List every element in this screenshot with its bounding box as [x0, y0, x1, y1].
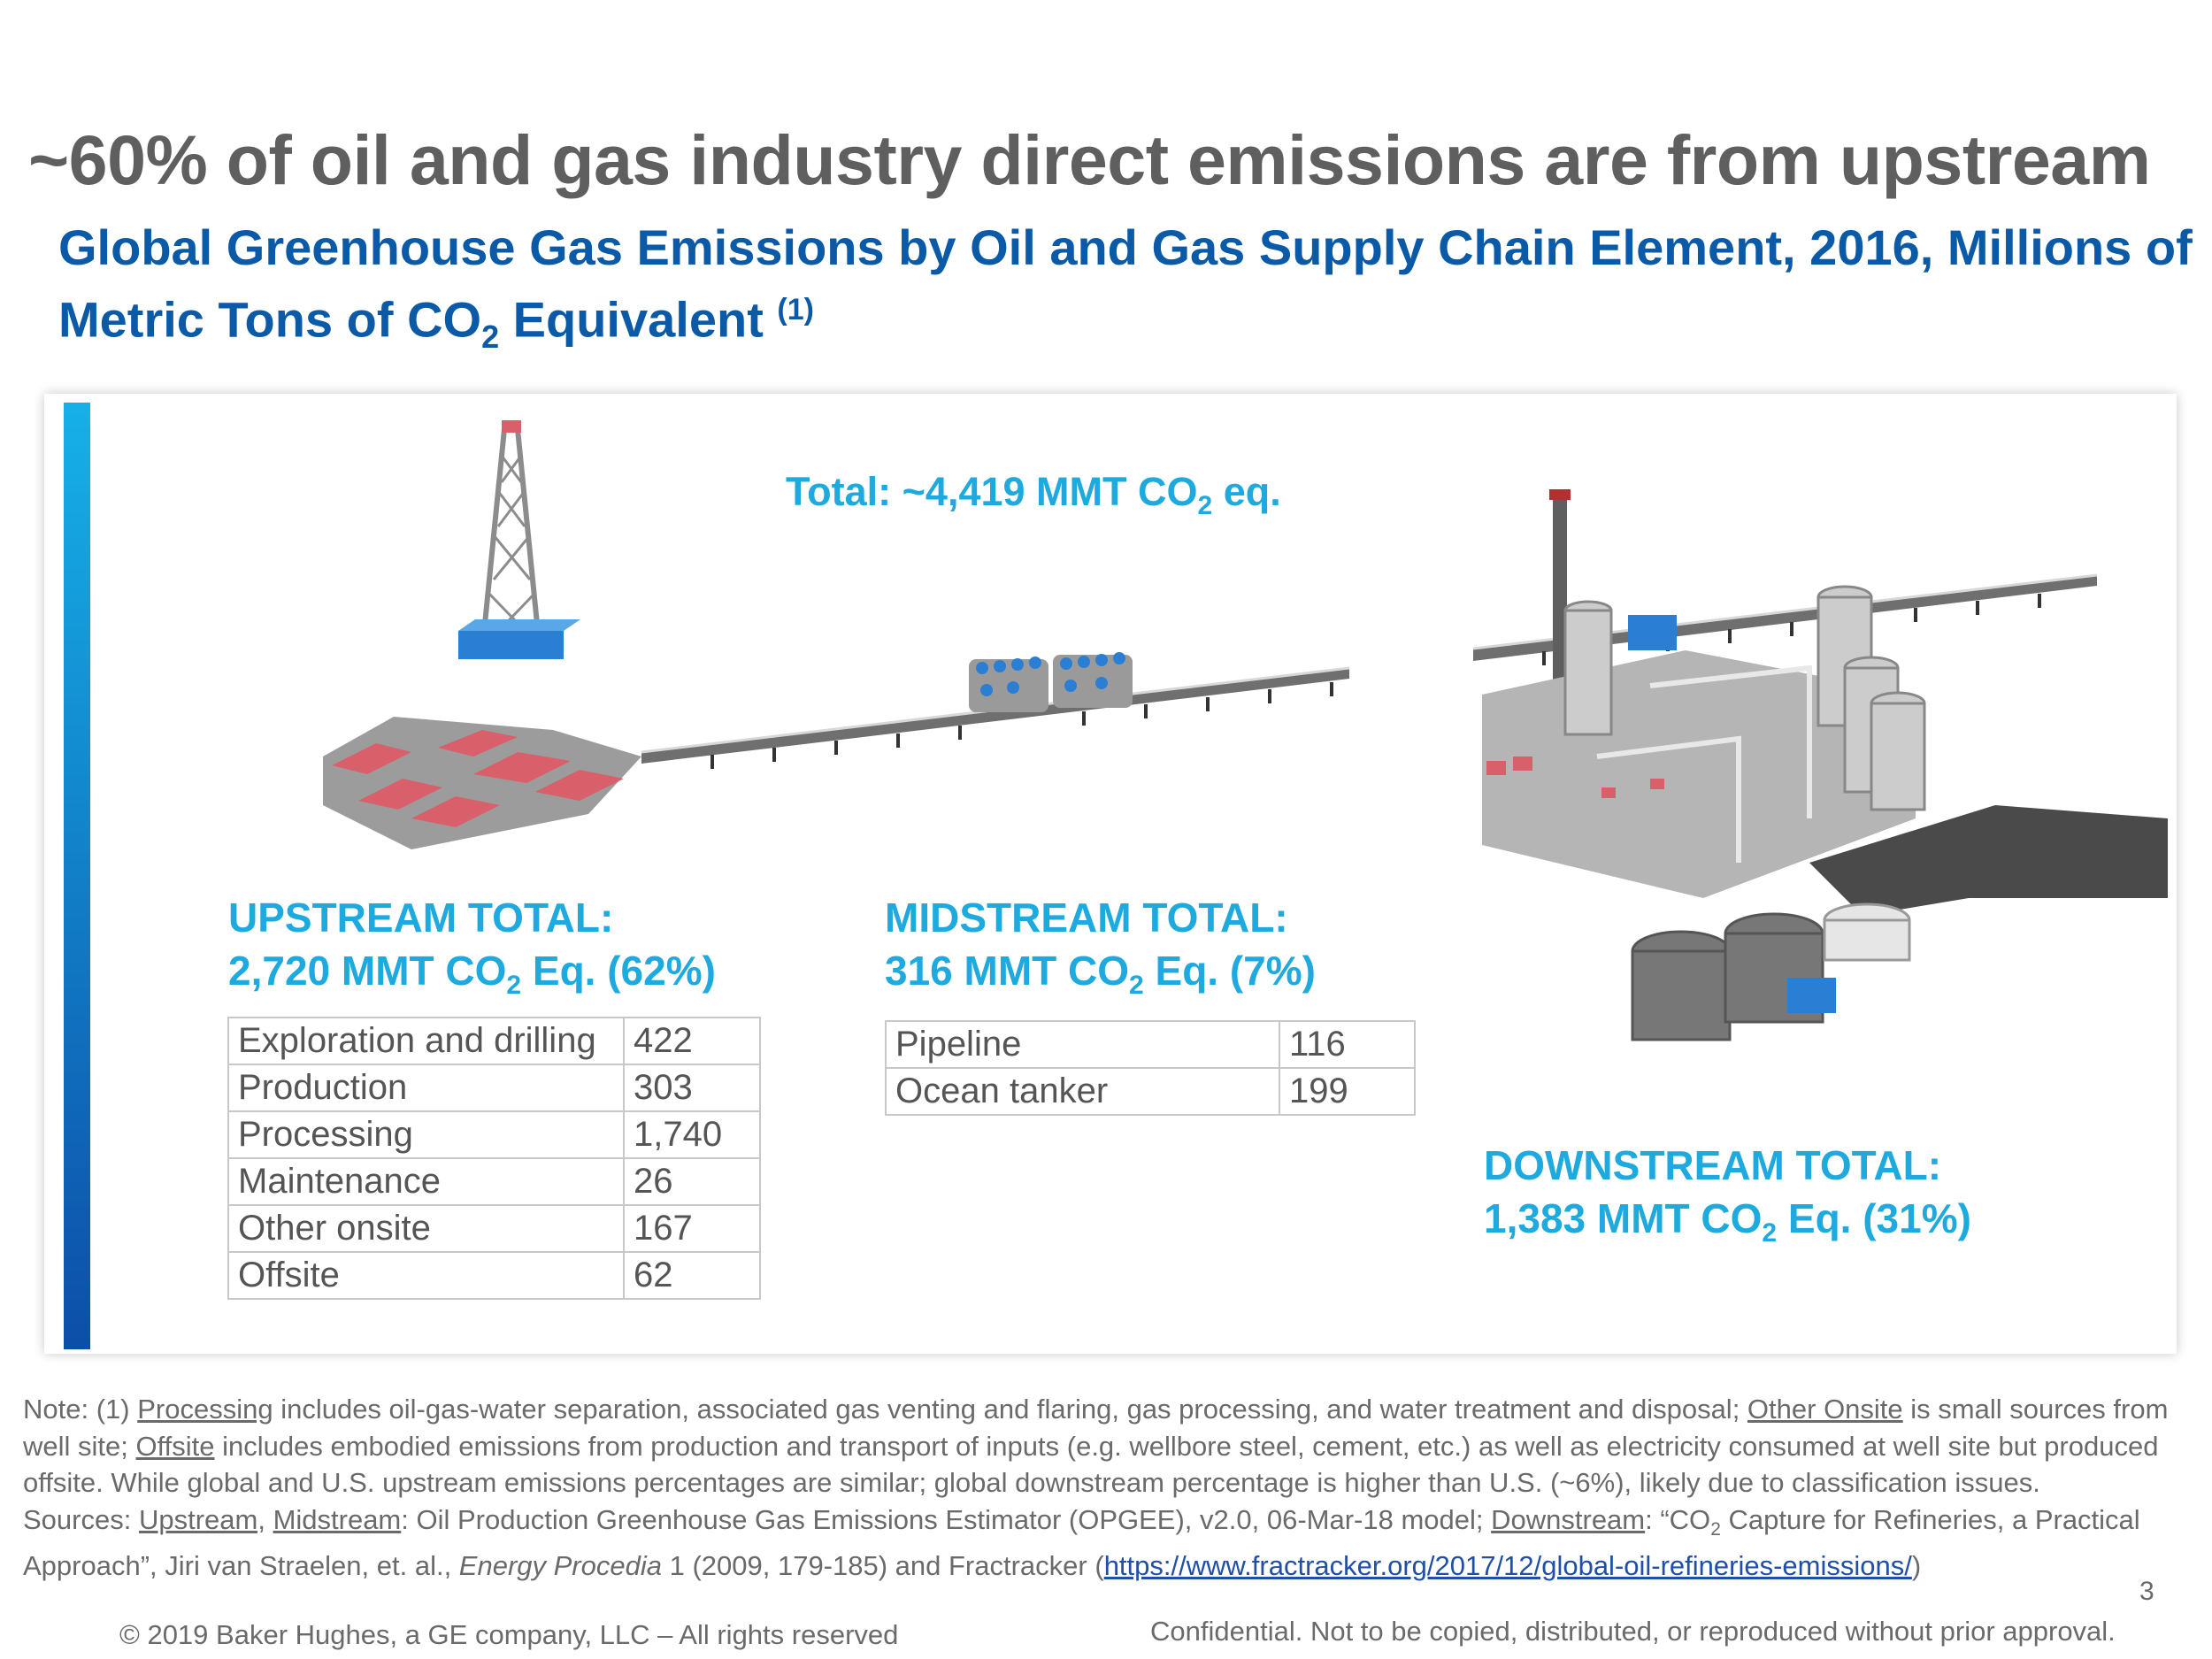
- upstream-value: 2,720 MMT CO2 Eq. (62%): [228, 948, 716, 1001]
- table-cell-label: Offsite: [227, 1251, 625, 1300]
- midstream-value: 316 MMT CO2 Eq. (7%): [885, 948, 1316, 1001]
- table-row: Ocean tanker 199: [885, 1067, 1416, 1116]
- footnote: Note: (1) Processing includes oil-gas-wa…: [23, 1391, 2200, 1585]
- table-row: Exploration and drilling 422: [227, 1017, 761, 1065]
- downstream-heading: DOWNSTREAM TOTAL:: [1484, 1142, 1942, 1188]
- table-cell-value: 116: [1279, 1020, 1416, 1069]
- upstream-heading: UPSTREAM TOTAL:: [228, 895, 614, 941]
- table-cell-label: Processing: [227, 1110, 625, 1159]
- table-cell-label: Production: [227, 1064, 625, 1112]
- table-cell-label: Other onsite: [227, 1204, 625, 1253]
- table-row: Production 303: [227, 1064, 761, 1112]
- upstream-total: UPSTREAM TOTAL: 2,720 MMT CO2 Eq. (62%): [228, 891, 716, 1012]
- table-cell-label: Maintenance: [227, 1157, 625, 1206]
- table-row: Other onsite 167: [227, 1204, 761, 1253]
- page-number: 3: [2139, 1577, 2154, 1606]
- page-title: ~60% of oil and gas industry direct emis…: [28, 120, 2151, 199]
- midstream-heading: MIDSTREAM TOTAL:: [885, 895, 1288, 941]
- midstream-total: MIDSTREAM TOTAL: 316 MMT CO2 Eq. (7%): [885, 891, 1316, 1012]
- table-cell-value: 303: [623, 1064, 761, 1112]
- note-text: Note: (1) Processing includes oil-gas-wa…: [23, 1394, 2169, 1498]
- drilling-rig-illustration: [323, 420, 641, 849]
- compressor-station-illustration: [969, 652, 1133, 712]
- table-cell-value: 1,740: [623, 1110, 761, 1159]
- emissions-total: Total: ~4,419 MMT CO2 eq.: [786, 469, 1281, 520]
- confidential-notice: Confidential. Not to be copied, distribu…: [1150, 1616, 2116, 1647]
- downstream-total: DOWNSTREAM TOTAL: 1,383 MMT CO2 Eq. (31%…: [1484, 1139, 1971, 1260]
- refinery-illustration: [1482, 489, 2168, 1041]
- copyright: © 2019 Baker Hughes, a GE company, LLC –…: [119, 1619, 899, 1650]
- midstream-table: Pipeline 116 Ocean tanker 199: [885, 1020, 1416, 1116]
- sources-text: Sources: Upstream, Midstream: Oil Produc…: [23, 1503, 2140, 1582]
- table-cell-label: Pipeline: [885, 1020, 1280, 1069]
- accent-bar: [64, 403, 90, 1349]
- table-row: Offsite 62: [227, 1251, 761, 1300]
- table-cell-value: 199: [1279, 1067, 1416, 1116]
- upstream-table: Exploration and drilling 422 Production 30…: [227, 1017, 761, 1300]
- downstream-value: 1,383 MMT CO2 Eq. (31%): [1484, 1195, 1971, 1248]
- table-cell-value: 26: [623, 1157, 761, 1206]
- table-cell-value: 167: [623, 1204, 761, 1253]
- table-row: Pipeline 116: [885, 1020, 1416, 1069]
- table-cell-value: 62: [623, 1251, 761, 1300]
- table-cell-label: Exploration and drilling: [227, 1017, 625, 1065]
- fractracker-link[interactable]: https://www.fractracker.org/2017/12/glob…: [1103, 1550, 1912, 1582]
- table-row: Processing 1,740: [227, 1110, 761, 1159]
- table-cell-value: 422: [623, 1017, 761, 1065]
- table-cell-label: Ocean tanker: [885, 1067, 1280, 1116]
- table-row: Maintenance 26: [227, 1157, 761, 1206]
- chart-subtitle: Global Greenhouse Gas Emissions by Oil a…: [58, 219, 2193, 355]
- supply-chain-illustration: [323, 420, 2168, 1041]
